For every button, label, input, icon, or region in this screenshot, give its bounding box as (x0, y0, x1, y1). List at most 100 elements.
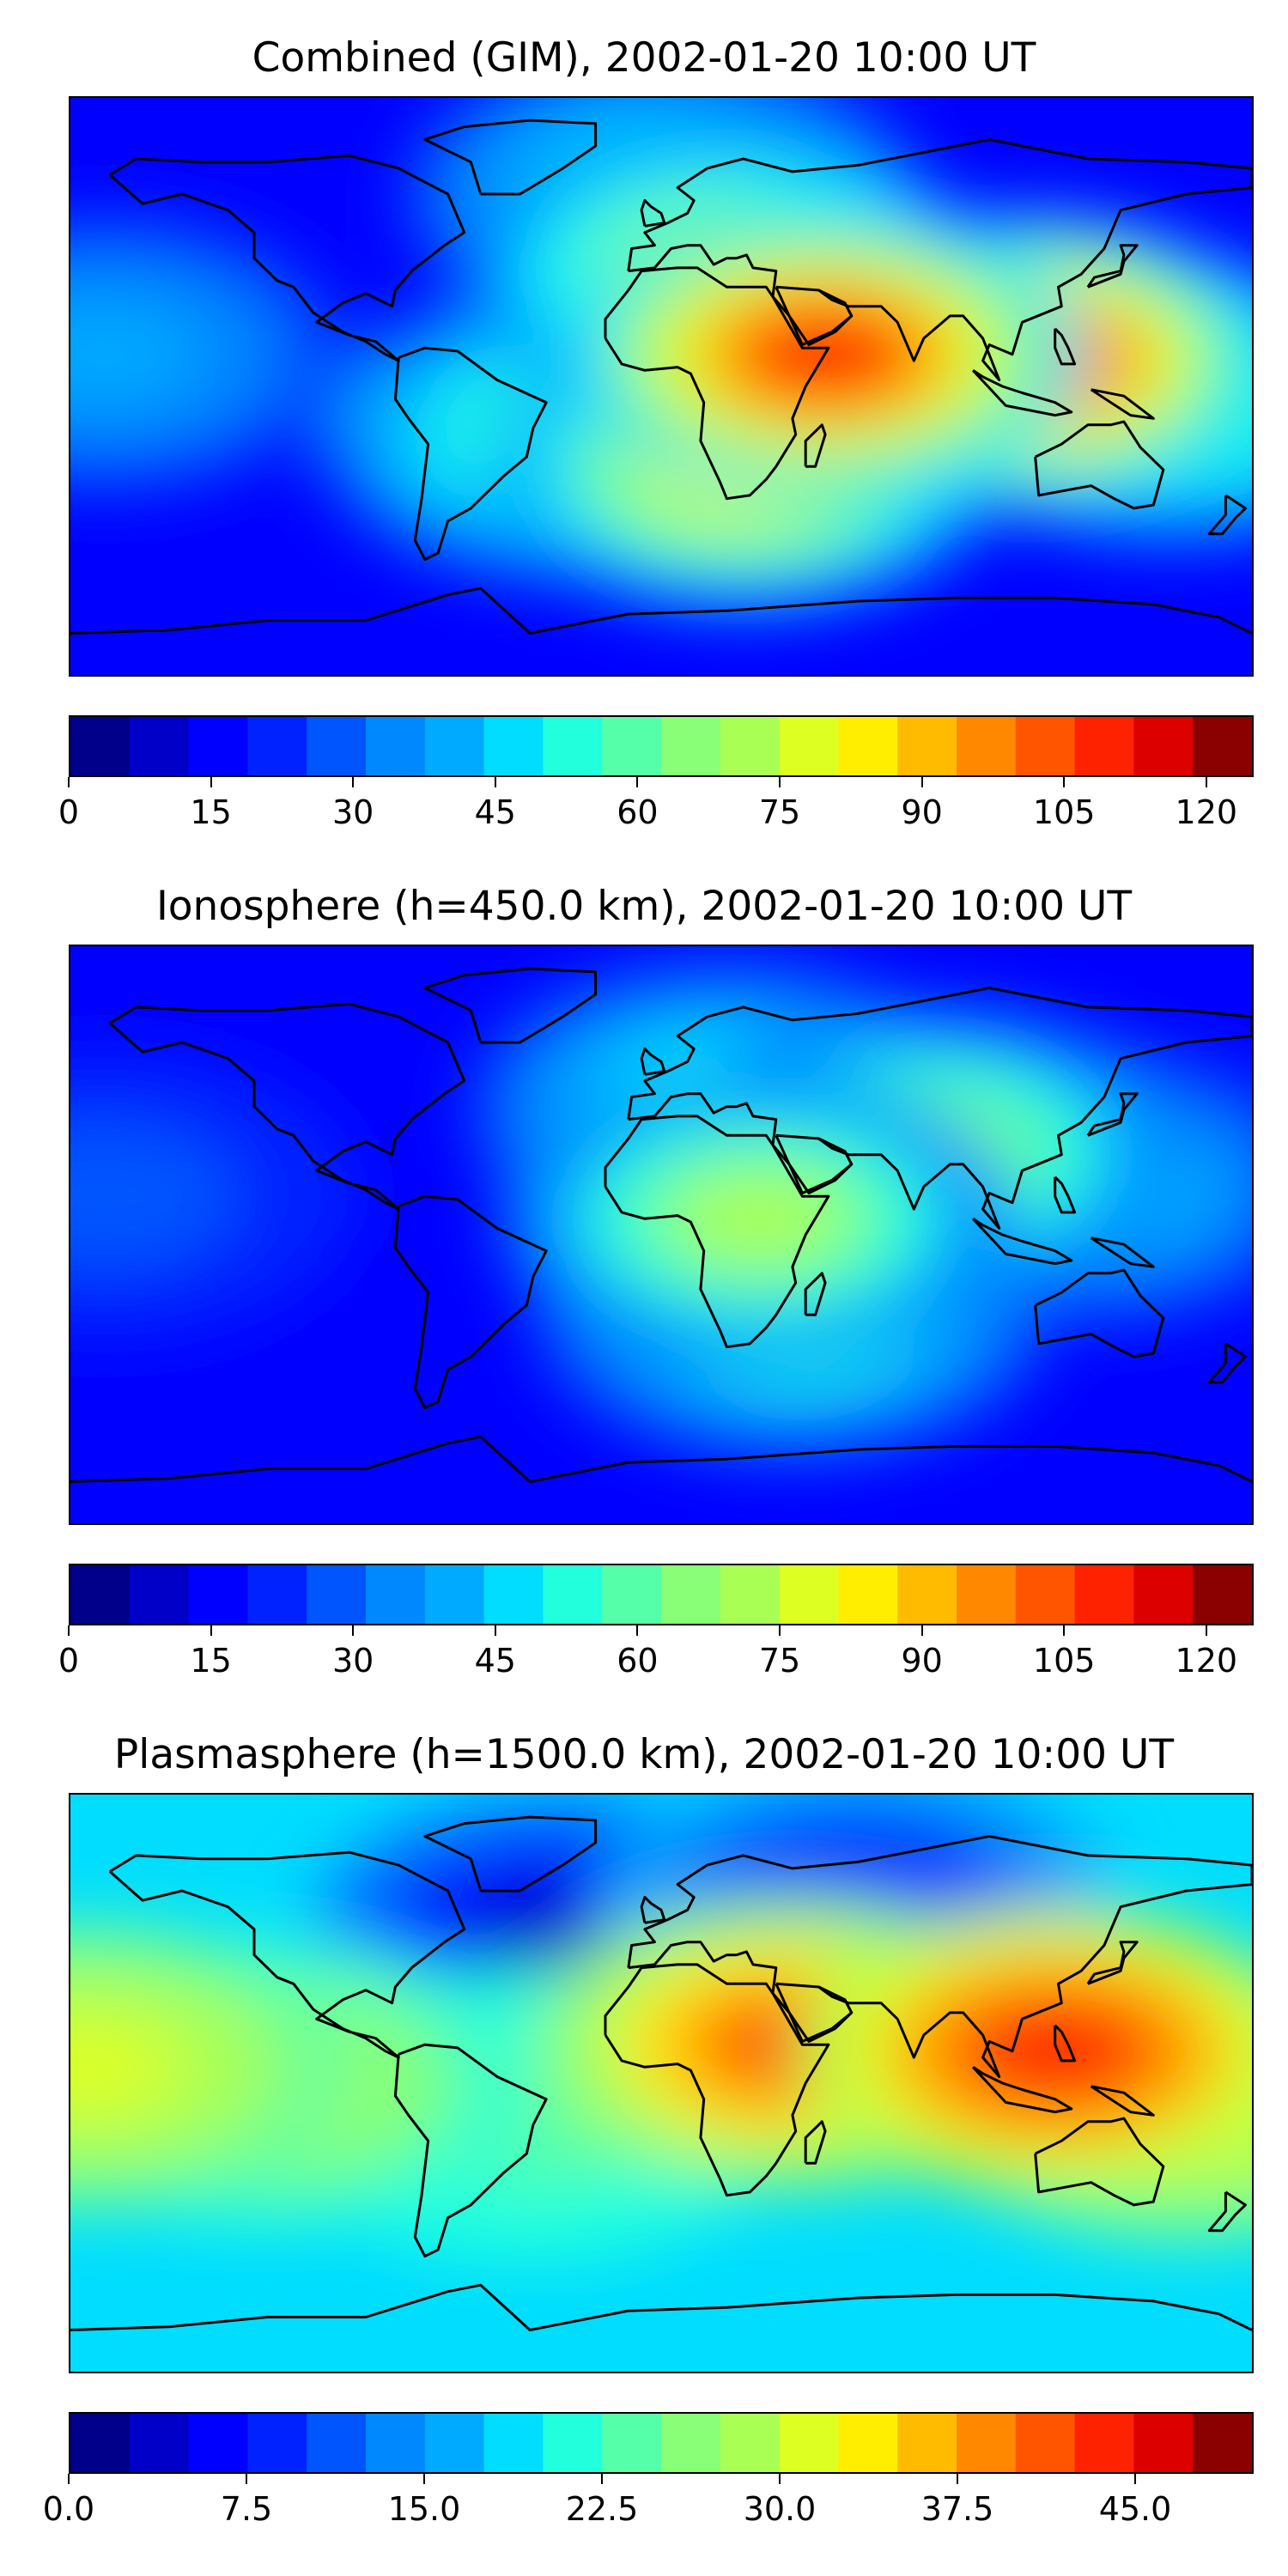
panel-3-map (69, 1793, 1254, 2373)
colorbar-segment-1 (129, 2414, 190, 2472)
panel-1-colorbar-ticks: 0 15 30 45 60 75 90 105 120 (58, 777, 1254, 831)
panel-2-colorbar-ticks: 0 15 30 45 60 75 90 105 120 (58, 1625, 1254, 1680)
colorbar-segment-13 (838, 717, 898, 775)
panel-2-map-svg (70, 946, 1252, 1523)
coastlines (70, 1815, 1252, 2331)
coastline-north-america (108, 154, 466, 362)
colorbar-tick (352, 1625, 355, 1636)
colorbar-tick (636, 1625, 639, 1636)
colorbar-segment-6 (424, 2414, 485, 2472)
panel-2-colorbar (69, 1564, 1254, 1625)
colorbar-tick-label: 7.5 (220, 2490, 273, 2528)
coastline-indonesia (972, 2066, 1073, 2114)
coastline-philippines (1054, 1176, 1077, 1214)
coastline-madagascar (804, 423, 827, 468)
colorbar-segment-12 (779, 2414, 839, 2472)
colorbar-segment-0 (70, 717, 131, 775)
coastline-north-america (108, 1002, 466, 1211)
coastlines (70, 967, 1252, 1483)
panel-1-colorbar-svg (70, 717, 1252, 775)
colorbar-tick-label: 120 (1175, 793, 1238, 831)
colorbar-tick (1063, 777, 1066, 787)
colorbar-tick (920, 777, 923, 787)
colorbar-segment-9 (602, 2414, 662, 2472)
coastline-greenland (423, 1815, 598, 1893)
coastline-africa-eurasia (604, 1115, 830, 1349)
coastline-uk (640, 199, 666, 228)
colorbar-tick (210, 1625, 212, 1636)
colorbar-segment-11 (720, 2414, 781, 2472)
coastline-australia (1034, 2117, 1165, 2207)
colorbar-segment-0 (70, 2414, 131, 2472)
colorbar-segment-13 (838, 2414, 898, 2472)
colorbar-segment-5 (366, 1565, 426, 1624)
field-level-4-4 (70, 2017, 180, 2117)
coastline-japan (1086, 244, 1139, 289)
colorbar-tick-label: 120 (1175, 1642, 1238, 1680)
colorbar-tick-label: 105 (1032, 1642, 1096, 1680)
colorbar-segment-11 (720, 717, 781, 775)
colorbar-segment-11 (720, 1565, 781, 1624)
colorbar-segment-16 (1015, 1565, 1076, 1624)
colorbar-segment-19 (1193, 1565, 1252, 1624)
coastline-arabia (775, 1982, 854, 2043)
coastline-new-zealand (1207, 2190, 1247, 2233)
coastline-uk (640, 1048, 666, 1076)
colorbar-segment-5 (366, 717, 426, 775)
coastline-greenland (423, 118, 598, 196)
colorbar-segment-19 (1193, 717, 1252, 775)
colorbar-segment-14 (897, 1565, 957, 1624)
colorbar-tick (957, 2474, 958, 2484)
coastline-eurasia (627, 1835, 1252, 2078)
colorbar-segment-19 (1193, 2414, 1252, 2472)
field-level-5-4 (666, 1169, 853, 1269)
panel-2-map (69, 945, 1254, 1525)
coastline-uk (640, 1896, 666, 1924)
colorbar-segment-18 (1133, 1565, 1194, 1624)
colorbar-segment-7 (483, 2414, 544, 2472)
colorbar-segment-10 (661, 1565, 721, 1624)
colorbar-tick (1134, 2474, 1136, 2484)
colorbar-tick (779, 1625, 781, 1636)
field-level-7-4 (962, 2001, 1148, 2101)
coastline-new-zealand (1207, 1342, 1247, 1384)
coastline-south-america (393, 346, 548, 562)
panel-1-title: Combined (GIM), 2002-01-20 10:00 UT (252, 34, 1036, 82)
coastline-antarctica (70, 1435, 1252, 1483)
panel-3-colorbar-ticks: 0.0 7.5 15.0 22.5 30.0 37.5 45.0 (43, 2474, 1254, 2528)
colorbar-tick (68, 777, 70, 787)
colorbar-tick (494, 777, 496, 787)
colorbar-segment-10 (661, 2414, 721, 2472)
colorbar-tick (246, 2474, 247, 2484)
colorbar-segment-9 (602, 1565, 662, 1624)
colorbar-segment-8 (543, 1565, 603, 1624)
coastline-indonesia (972, 1218, 1073, 1266)
colorbar-segment-2 (188, 1565, 248, 1624)
colorbar-tick (779, 2474, 781, 2484)
colorbar-segment-15 (957, 1565, 1017, 1624)
colorbar-tick-label: 45 (474, 793, 516, 831)
coastline-arabia (775, 285, 854, 346)
panel-2-colorbar-svg (70, 1565, 1252, 1624)
colorbar-tick-label: 15.0 (387, 2490, 461, 2528)
panel-3-title: Plasmasphere (h=1500.0 km), 2002-01-20 1… (113, 1731, 1175, 1778)
colorbar-segment-8 (543, 717, 603, 775)
colorbar-tick-label: 60 (617, 1642, 659, 1680)
colorbar-segment-15 (957, 2414, 1017, 2472)
colorbar-segment-13 (838, 1565, 898, 1624)
coastline-new-guinea (1090, 2085, 1155, 2117)
colorbar-segment-3 (247, 717, 307, 775)
colorbar-segment-1 (129, 717, 190, 775)
colorbar-segment-0 (70, 1565, 131, 1624)
coastline-australia (1034, 420, 1165, 510)
colorbar-tick (601, 2474, 603, 2484)
colorbar-segment-10 (661, 717, 721, 775)
colorbar-segment-17 (1074, 1565, 1134, 1624)
colorbar-tick (494, 1625, 496, 1636)
colorbar-segment-18 (1133, 717, 1194, 775)
colorbar-segment-12 (779, 717, 839, 775)
colorbar-tick-label: 30 (332, 793, 374, 831)
coastline-greenland (423, 967, 598, 1044)
field-layer (70, 1795, 1252, 2262)
colorbar-tick-label: 0 (58, 1642, 80, 1680)
